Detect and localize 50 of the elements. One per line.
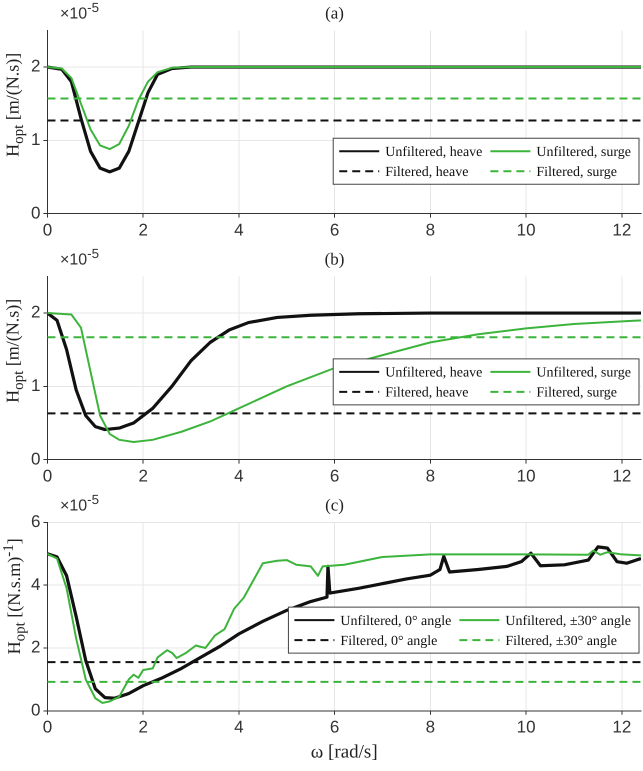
x-tick-label: 8 — [426, 466, 436, 486]
legend-label: Filtered, ±30° angle — [505, 634, 618, 649]
x-tick-label: 0 — [42, 220, 52, 240]
x-tick-label: 8 — [426, 718, 436, 737]
x-tick-label: 4 — [234, 220, 244, 240]
x-axis-title: ω [rad/s] — [310, 742, 378, 763]
y-tick-label: 0 — [30, 203, 40, 222]
y-tick-label: 1 — [30, 376, 40, 396]
legend-label: Unfiltered, heave — [385, 366, 482, 381]
legend-label: Filtered, heave — [385, 386, 468, 401]
y-tick-label: 2 — [30, 56, 40, 76]
x-tick-label: 12 — [612, 220, 632, 240]
legend-label: Unfiltered, ±30° angle — [505, 614, 632, 629]
y-tick-label: 2 — [30, 302, 40, 322]
legend-label: Filtered, 0° angle — [340, 634, 438, 649]
y-tick-label: 0 — [30, 700, 40, 720]
x-tick-label: 10 — [516, 466, 536, 486]
chart-title: (a) — [325, 4, 344, 23]
legend-label: Unfiltered, heave — [385, 144, 482, 160]
y-tick-label: 2 — [30, 638, 40, 657]
x-tick-label: 6 — [330, 466, 340, 486]
x-tick-label: 12 — [612, 718, 632, 737]
x-tick-label: 2 — [138, 220, 148, 240]
x-tick-label: 2 — [138, 466, 148, 486]
y-tick-label: 4 — [30, 574, 40, 594]
x-tick-label: 12 — [612, 466, 632, 486]
x-tick-label: 0 — [42, 718, 52, 737]
x-tick-label: 10 — [516, 718, 536, 737]
legend-label: Unfiltered, 0° angle — [340, 614, 452, 629]
y-tick-label: 1 — [30, 130, 40, 150]
x-tick-label: 6 — [330, 220, 340, 240]
x-tick-label: 0 — [42, 466, 52, 486]
legend-label: Filtered, heave — [385, 164, 468, 180]
legend-label: Unfiltered, surge — [536, 366, 632, 381]
y-tick-label: 0 — [30, 449, 40, 468]
x-tick-label: 2 — [138, 718, 148, 737]
x-tick-label: 4 — [234, 466, 244, 486]
x-tick-label: 6 — [330, 718, 340, 737]
x-tick-label: 8 — [426, 220, 436, 240]
x-tick-label: 10 — [516, 220, 536, 240]
legend-label: Filtered, surge — [536, 386, 618, 401]
text: ×10$^{-5}$ — [60, 246, 99, 270]
y-tick-label: 6 — [30, 512, 40, 532]
x-tick-label: 4 — [234, 718, 244, 737]
chart-title: (c) — [325, 496, 344, 515]
text: ×10$^{-5}$ — [60, 0, 99, 24]
text: ×10$^{-5}$ — [60, 492, 99, 516]
legend-label: Unfiltered, surge — [536, 144, 632, 160]
chart-title: (b) — [324, 250, 344, 269]
legend-label: Filtered, surge — [536, 164, 618, 180]
